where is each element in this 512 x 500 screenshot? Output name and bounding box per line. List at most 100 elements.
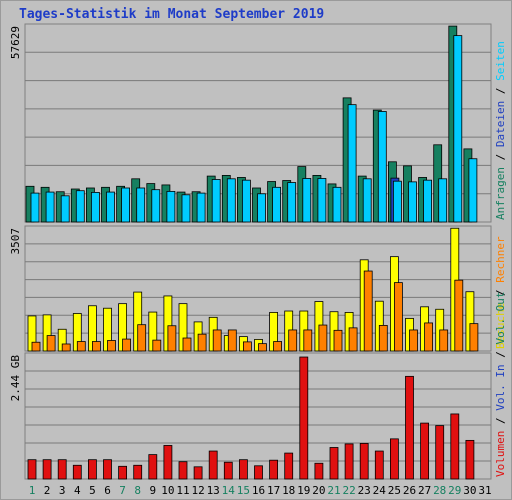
- bar-dateien: [392, 180, 402, 223]
- x-tick-label: 31: [478, 484, 491, 497]
- bar-volumen: [193, 466, 203, 480]
- bar-volumen: [329, 447, 339, 480]
- x-tick-label: 6: [104, 484, 111, 497]
- bar-volumen: [284, 452, 294, 480]
- bar-dateien: [121, 187, 130, 223]
- x-tick-label: 4: [74, 484, 81, 497]
- x-tick-label: 22: [342, 484, 355, 497]
- bar-volumen: [389, 438, 399, 480]
- bar-dateien: [257, 193, 266, 223]
- x-tick-label: 11: [176, 484, 189, 497]
- bar-volumen: [223, 461, 233, 480]
- bar-dateien: [136, 187, 146, 223]
- bar-dateien: [106, 191, 115, 223]
- legend-entry: Rechner: [494, 236, 507, 283]
- x-tick-label: 9: [149, 484, 156, 497]
- legend-entry: Besuche: [494, 303, 507, 349]
- bar-rechner: [424, 322, 434, 352]
- bar-dateien: [226, 178, 236, 223]
- x-tick-label: 1: [29, 484, 36, 497]
- x-tick-label: 30: [463, 484, 476, 497]
- bar-rechner: [439, 329, 449, 352]
- bar-dateien: [362, 178, 372, 223]
- bar-rechner: [393, 282, 403, 352]
- bar-rechner: [454, 279, 464, 352]
- bar-dateien: [317, 178, 327, 223]
- bar-volumen: [420, 422, 430, 480]
- bar-rechner: [242, 341, 252, 352]
- bar-rechner: [378, 324, 388, 352]
- bar-rechner: [212, 329, 222, 352]
- legend-separator: /: [494, 411, 507, 431]
- bar-volumen: [208, 450, 218, 480]
- bar-volumen: [374, 450, 384, 480]
- bar-dateien: [408, 181, 417, 223]
- legend-entry: Vol. In: [494, 364, 507, 410]
- bar-volumen: [57, 459, 67, 480]
- bar-volumen: [450, 413, 460, 480]
- x-tick-label: 23: [358, 484, 371, 497]
- bar-dateien: [91, 192, 100, 223]
- bar-dateien: [45, 191, 55, 223]
- bar-rechner: [288, 329, 298, 352]
- x-tick-label: 13: [207, 484, 220, 497]
- bar-volumen: [359, 443, 369, 480]
- bar-rechner: [469, 323, 479, 352]
- bar-dateien: [196, 192, 206, 223]
- x-tick-label: 5: [89, 484, 96, 497]
- bar-dateien: [166, 190, 176, 223]
- bar-rechner: [92, 341, 101, 352]
- bar-rechner: [122, 338, 131, 352]
- bar-rechner: [318, 324, 328, 352]
- panel-1: 57629 Anfragen / Dateien / Seiten: [9, 23, 507, 223]
- bar-rechner: [46, 335, 56, 352]
- chart-title: Tages-Statistik im Monat September 2019: [19, 7, 325, 22]
- bar-rechner: [167, 325, 177, 352]
- bar-rechner: [152, 339, 162, 352]
- bar-volumen: [133, 464, 143, 480]
- x-tick-label: 7: [119, 484, 126, 497]
- x-tick-label: 15: [237, 484, 250, 497]
- x-tick-label: 29: [448, 484, 461, 497]
- bar-rechner: [409, 329, 418, 352]
- x-tick-label: 21: [327, 484, 340, 497]
- bar-rechner: [333, 329, 343, 352]
- bar-volumen: [42, 459, 52, 480]
- bar-rechner: [137, 324, 147, 352]
- bar-dateien: [438, 178, 448, 223]
- x-tick-label: 26: [403, 484, 416, 497]
- bar-rechner: [273, 341, 283, 352]
- x-tick-label: 8: [134, 484, 141, 497]
- bar-dateien: [332, 186, 342, 223]
- bar-rechner: [227, 329, 237, 352]
- legend-entry: Vol. Out: [494, 292, 507, 345]
- bar-dateien: [75, 190, 85, 223]
- bar-volumen: [103, 459, 112, 480]
- bar-rechner: [107, 340, 116, 352]
- bar-dateien: [241, 179, 251, 223]
- bar-volumen: [299, 356, 309, 480]
- bar-volumen: [148, 454, 158, 480]
- bar-volumen: [178, 461, 188, 480]
- bar-dateien: [423, 179, 433, 223]
- bar-rechner: [76, 341, 86, 352]
- bar-volumen: [314, 462, 324, 480]
- legend-separator: /: [494, 147, 507, 167]
- bar-rechner: [61, 343, 71, 352]
- bar-volumen: [118, 465, 127, 480]
- legend-separator: /: [494, 81, 507, 101]
- panel-3-max-label: 2.44 GB: [9, 355, 22, 402]
- bar-volumen: [465, 439, 475, 480]
- bar-dateien: [302, 178, 312, 223]
- bar-volumen: [405, 375, 414, 480]
- x-tick-label: 10: [161, 484, 174, 497]
- bar-volumen: [435, 425, 445, 480]
- bar-dateien: [181, 194, 191, 223]
- bar-dateien: [211, 179, 221, 223]
- panel-2: 3507 Besuche / Rechner: [9, 225, 507, 352]
- bar-dateien: [30, 192, 40, 223]
- legend-entry: Dateien: [494, 101, 507, 147]
- bar-volumen: [269, 459, 279, 480]
